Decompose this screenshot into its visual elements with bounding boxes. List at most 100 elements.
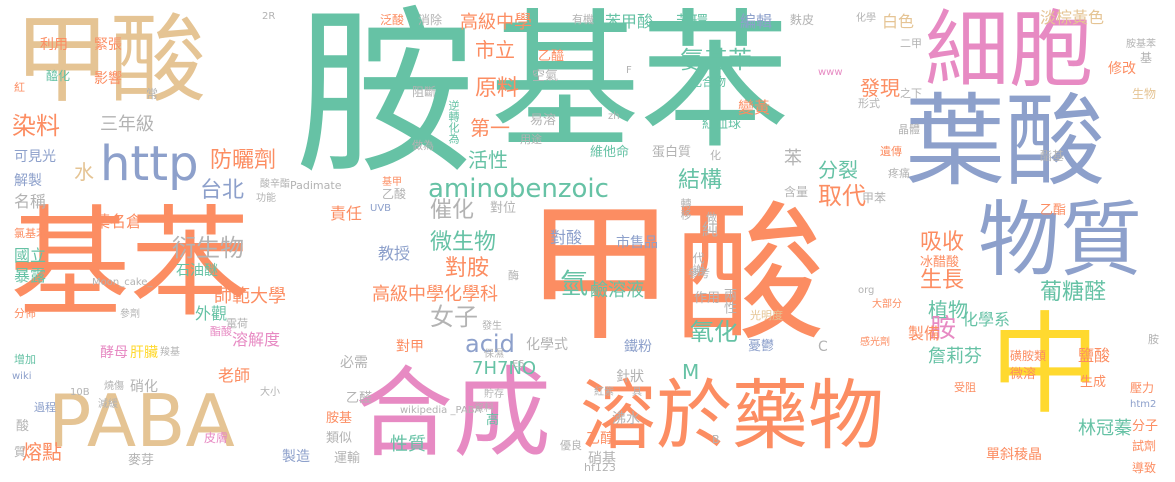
word: 遺傳 xyxy=(880,145,902,158)
word: 形式 xyxy=(858,97,880,110)
word: 空氣 xyxy=(532,69,559,84)
word: 可見光 xyxy=(14,149,56,165)
word: 乙醛 xyxy=(346,391,373,406)
word: 微生物 xyxy=(430,230,497,255)
word: 熔點 xyxy=(22,440,62,464)
word: 7H7NO xyxy=(472,358,537,379)
word: 國立 xyxy=(14,246,47,265)
word: 石油醚 xyxy=(176,263,218,279)
word: 貯存 xyxy=(484,389,504,400)
word: aminobenzoic xyxy=(428,174,609,204)
word: 磺胺類 xyxy=(1010,349,1047,363)
word: 2R xyxy=(262,11,276,22)
word: 林冠蓁 xyxy=(1078,418,1132,439)
word: 10B xyxy=(70,387,90,398)
word: 氯基苯 xyxy=(14,227,47,240)
word: 參劑 xyxy=(120,309,140,320)
word: 衍生物 xyxy=(172,234,244,262)
word: 教授 xyxy=(378,244,411,263)
word: 單斜稜晶 xyxy=(986,447,1042,463)
word: 第一 xyxy=(470,116,510,140)
word: 生長 xyxy=(920,268,965,293)
word: 甲酸 xyxy=(525,188,826,362)
word: 利用 xyxy=(40,37,68,53)
word: 台北 xyxy=(200,178,245,203)
word: 沸水 xyxy=(612,411,640,427)
word: 吸收 xyxy=(920,230,965,255)
word: 苯 xyxy=(784,148,802,169)
word: wikipedia _PABA xyxy=(400,405,482,416)
word: 逆轉化為 xyxy=(447,100,460,144)
word: 葡糖醛 xyxy=(1040,280,1107,305)
word: 催化 xyxy=(430,198,475,223)
word: 物質 xyxy=(978,193,1143,288)
word: 甲苯 xyxy=(862,191,887,205)
word: htm2 xyxy=(1130,399,1157,410)
word: 老師 xyxy=(218,366,251,385)
word: 增加 xyxy=(14,353,36,366)
word: PABA xyxy=(48,379,235,463)
word: 性質 xyxy=(390,434,426,455)
word: 肝臟 xyxy=(130,345,158,361)
word: 作用 xyxy=(694,291,721,306)
word: 對酸 xyxy=(550,228,583,247)
word: 分子 xyxy=(1132,419,1159,434)
word: 純 xyxy=(702,220,719,239)
word: 常 xyxy=(146,87,159,101)
word: 苯甲酸 xyxy=(605,12,654,31)
word: 暴露 xyxy=(14,266,47,285)
word: 苯環 xyxy=(676,12,709,31)
word: 胺基 xyxy=(326,411,353,426)
word: 化 xyxy=(710,149,721,162)
word: 化學式 xyxy=(526,337,568,353)
word: Moon_cake_ xyxy=(92,277,153,288)
word: F xyxy=(626,65,632,76)
word: 必需 xyxy=(340,355,368,371)
word: 受阻 xyxy=(954,381,976,394)
word: 編輯 xyxy=(740,12,773,31)
word: 高級中學 xyxy=(460,12,532,33)
word: 晶體 xyxy=(898,123,920,136)
word: 減緩 xyxy=(98,399,118,410)
word: 活性 xyxy=(468,148,508,172)
word: 憂鬱 xyxy=(748,339,775,354)
word: 優良 xyxy=(560,439,582,452)
word: 壓力 xyxy=(1130,381,1155,395)
word: 參考 xyxy=(688,267,710,280)
word: 羧基 xyxy=(160,347,180,358)
word: 用途 xyxy=(520,133,542,146)
word: 酯基 xyxy=(1040,149,1065,163)
word: 化學系 xyxy=(962,310,1011,329)
word: zh xyxy=(608,111,620,122)
word: 功能 xyxy=(256,193,276,204)
word: 生物 xyxy=(1132,87,1157,101)
word: 變黃 xyxy=(738,98,771,117)
word: 類似 xyxy=(326,431,353,446)
word: 詹莉芬 xyxy=(928,346,982,367)
word: 運輸 xyxy=(334,451,361,466)
word: 對位 xyxy=(490,201,517,216)
word: 製造 xyxy=(282,449,310,465)
word: 有機 xyxy=(572,13,594,26)
word: 胺基苯 xyxy=(1126,39,1156,50)
word: 合成 xyxy=(355,357,552,471)
word: 代謝 xyxy=(691,252,705,276)
word: 胺 xyxy=(930,314,957,344)
word: 轉移 xyxy=(679,198,692,220)
word: org xyxy=(858,285,875,296)
word: 易溶 xyxy=(530,113,557,128)
word: 胺 xyxy=(1148,333,1159,346)
word: 氧化 xyxy=(690,318,738,346)
word: 市立 xyxy=(475,38,515,62)
word: 乙酸 xyxy=(382,187,407,201)
word: 麥芽 xyxy=(128,453,155,468)
word: 基甲 xyxy=(382,177,402,188)
word: 針狀 xyxy=(616,369,644,385)
word: 鐵粉 xyxy=(624,339,652,355)
word: 師範大學 xyxy=(214,286,286,307)
word: 植物 xyxy=(928,298,968,322)
word: 醯化 xyxy=(46,69,71,83)
word: 取代 xyxy=(818,182,866,210)
word: 酶 xyxy=(508,269,519,282)
